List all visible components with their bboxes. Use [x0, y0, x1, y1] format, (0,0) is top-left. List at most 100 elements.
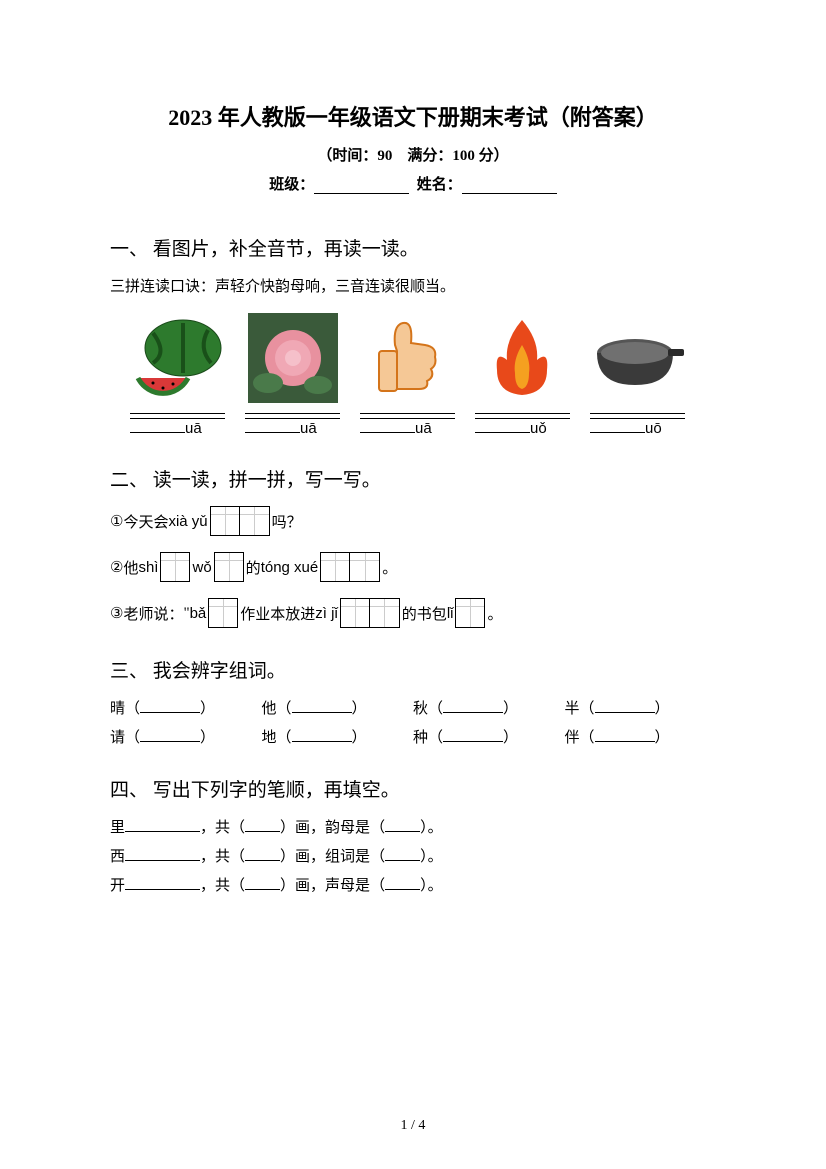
pinyin-item: uā	[245, 419, 340, 437]
q-text: 老师说：	[123, 603, 183, 624]
q4-blank-sm[interactable]	[245, 847, 280, 861]
q4-text: ）。	[420, 820, 443, 836]
q4-line: 里，共（）画，韵母是（）。	[110, 816, 716, 837]
q3-char: 他	[262, 701, 277, 717]
char-boxes[interactable]	[208, 598, 238, 628]
q-text: 作业本放进	[240, 603, 315, 624]
q4-blank-sm[interactable]	[385, 847, 420, 861]
q4-text: （	[370, 849, 385, 865]
q3-char: 秋	[413, 701, 428, 717]
q3-blank[interactable]	[140, 699, 200, 713]
q4-line: 开，共（）画，声母是（）。	[110, 874, 716, 895]
student-info: 班级： 姓名：	[110, 173, 716, 194]
q4-blank-sm[interactable]	[245, 876, 280, 890]
wok-image	[590, 310, 685, 405]
q3-char: 地	[262, 730, 277, 746]
pinyin-blank[interactable]	[130, 419, 185, 433]
q2-2: ②他 shì wǒ 的 tóng xué 。	[110, 552, 716, 582]
q3-blank[interactable]	[595, 728, 655, 742]
q3-blank[interactable]	[292, 728, 352, 742]
q4-blank-sm[interactable]	[385, 818, 420, 832]
q3-blank[interactable]	[595, 699, 655, 713]
section3-title: 三、 我会辨字组词。	[110, 656, 716, 683]
q4-desc: 声母是	[325, 878, 370, 894]
q4-text: （	[370, 878, 385, 894]
q3-item: 请（）	[110, 726, 262, 747]
q3-item: 晴（）	[110, 697, 262, 718]
q4-blank[interactable]	[125, 847, 200, 861]
q-text: 。	[382, 557, 397, 578]
images-row	[110, 310, 716, 405]
name-blank[interactable]	[462, 178, 557, 194]
pinyin-item: uā	[130, 419, 225, 437]
char-boxes[interactable]	[160, 552, 190, 582]
pinyin-blank[interactable]	[360, 419, 415, 433]
fire-image	[475, 310, 570, 405]
pinyin-item: uō	[590, 419, 685, 437]
q3-char: 伴	[565, 730, 580, 746]
name-label: 姓名：	[417, 177, 462, 193]
q3-blank[interactable]	[443, 728, 503, 742]
q-text: 今天会	[123, 511, 168, 532]
q3-char: 请	[110, 730, 125, 746]
pinyin-suffix: uō	[645, 420, 662, 437]
pinyin-suffix: uā	[185, 420, 202, 437]
q-text: 他	[123, 557, 138, 578]
q4-blank[interactable]	[125, 876, 200, 890]
pinyin-suffix: uǒ	[530, 420, 547, 437]
page-title: 2023 年人教版一年级语文下册期末考试（附答案）	[110, 100, 716, 132]
q4-desc: 组词是	[325, 849, 370, 865]
q3-char: 晴	[110, 701, 125, 717]
pinyin-suffix: uā	[300, 420, 317, 437]
q4-char: 开	[110, 878, 125, 894]
pinyin-suffix: uā	[415, 420, 432, 437]
section4-title: 四、 写出下列字的笔顺，再填空。	[110, 775, 716, 802]
thumb-image	[360, 310, 455, 405]
q-text: 吗？	[272, 511, 302, 532]
q3-char: 半	[565, 701, 580, 717]
q3-item: 秋（）	[413, 697, 565, 718]
q-text: 的书包	[402, 603, 447, 624]
q4-text: （	[370, 820, 385, 836]
char-boxes[interactable]	[210, 506, 270, 536]
q4-text: ）。	[420, 849, 443, 865]
char-boxes[interactable]	[320, 552, 380, 582]
class-blank[interactable]	[314, 178, 409, 194]
q3-blank[interactable]	[292, 699, 352, 713]
char-boxes[interactable]	[214, 552, 244, 582]
q4-blank[interactable]	[125, 818, 200, 832]
q4-text: ，共（	[200, 820, 245, 836]
q4-char: 里	[110, 820, 125, 836]
q3-item: 地（）	[262, 726, 414, 747]
class-label: 班级：	[269, 177, 314, 193]
q-pinyin: lǐ	[447, 605, 454, 622]
q4-text: ）画，	[280, 849, 325, 865]
q3-item: 种（）	[413, 726, 565, 747]
pinyin-blank[interactable]	[590, 419, 645, 433]
pinyin-blank[interactable]	[245, 419, 300, 433]
q4-blank-sm[interactable]	[385, 876, 420, 890]
q4-blank-sm[interactable]	[245, 818, 280, 832]
q-num: ①	[110, 512, 123, 531]
flower-image	[245, 310, 340, 405]
char-boxes[interactable]	[340, 598, 400, 628]
section2-title: 二、 读一读，拼一拼，写一写。	[110, 465, 716, 492]
section1-title: 一、 看图片，补全音节，再读一读。	[110, 234, 716, 261]
q3-blank[interactable]	[443, 699, 503, 713]
q4-text: ，共（	[200, 849, 245, 865]
watermelon-image	[130, 310, 225, 405]
q-pinyin: tóng xué	[261, 559, 319, 576]
pinyin-blank[interactable]	[475, 419, 530, 433]
q4-char: 西	[110, 849, 125, 865]
q-pinyin: bǎ	[190, 605, 207, 622]
q3-blank[interactable]	[140, 728, 200, 742]
q-pinyin: xià yǔ	[168, 513, 207, 530]
q-text: 。	[487, 603, 502, 624]
pinyin-item: uǒ	[475, 419, 570, 437]
q3-item: 半（）	[565, 697, 717, 718]
q4-text: ）画，	[280, 820, 325, 836]
q-pinyin: shì	[138, 559, 158, 576]
q-pinyin: wǒ	[192, 559, 211, 576]
q3-grid: 晴（） 他（） 秋（） 半（） 请（） 地（） 种（） 伴（）	[110, 697, 716, 747]
char-boxes[interactable]	[455, 598, 485, 628]
